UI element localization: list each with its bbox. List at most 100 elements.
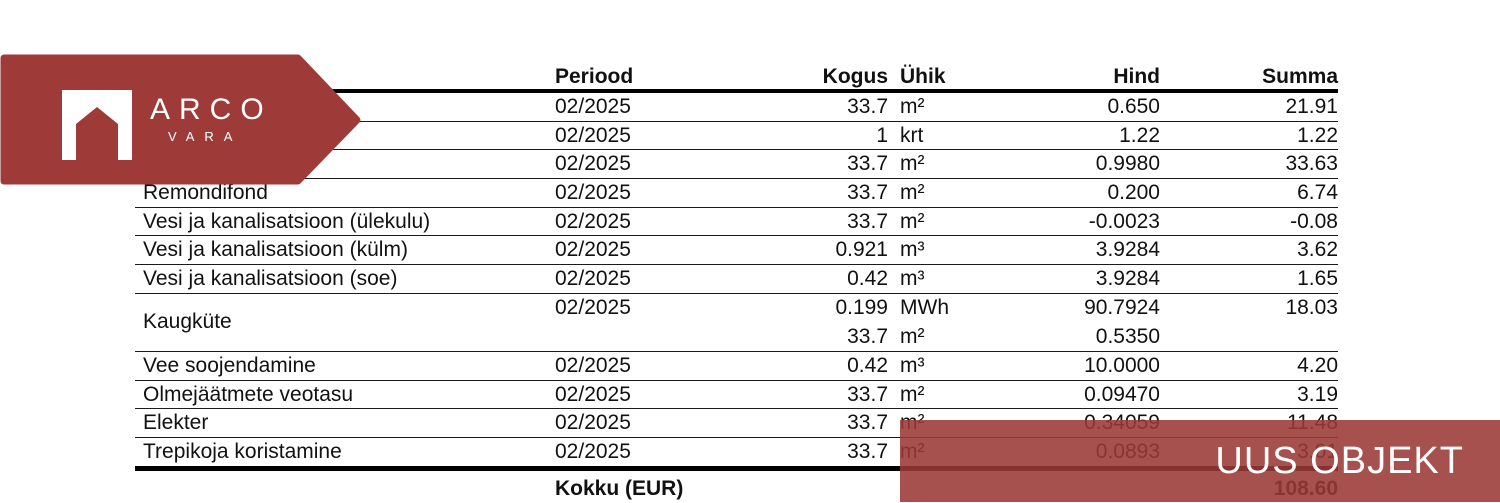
cell-kogus: 33.7 — [847, 411, 888, 435]
row-line: 02/2025 33.7 m² 0.200 6.74 — [515, 179, 1338, 207]
cell-hind: 1.22 — [1119, 123, 1160, 147]
cell-summa: 1.65 — [1297, 266, 1338, 290]
row-line: 02/2025 33.7 m² 0.650 21.91 — [515, 93, 1338, 121]
row-lines: 02/2025 0.921 m³ 3.9284 3.62 — [515, 236, 1338, 264]
cell-kogus: 33.7 — [847, 152, 888, 176]
table-row: 02/2025 1 krt 1.22 1.22 — [135, 122, 1338, 151]
cell-kogus: 1 — [876, 123, 888, 147]
cell-kogus: 33.7 — [847, 324, 888, 348]
footer-spacer — [135, 475, 515, 503]
cell-hind: 10.0000 — [1084, 353, 1160, 377]
cell-yhik: m² — [900, 382, 925, 406]
row-lines: 02/2025 0.199 MWh 90.7924 18.03 33.7 m² 0.5350 — [515, 294, 1338, 351]
row-line: 02/2025 1 krt 1.22 1.22 — [515, 122, 1338, 150]
table-row: 02/2025 33.7 m² 0.650 21.91 — [135, 93, 1338, 122]
brand-name-arco: ARCO — [150, 93, 273, 126]
table-row: Vesi ja kanalisatsioon (ülekulu) 02/2025 3… — [135, 208, 1338, 237]
cell-name: Vesi ja kanalisatsioon (soe) — [143, 266, 398, 290]
table-row: Vesi ja kanalisatsioon (külm) 02/2025 0.92… — [135, 236, 1338, 266]
cell-summa: 1.22 — [1297, 123, 1338, 147]
cell-summa: 3.62 — [1297, 238, 1338, 262]
cell-name: Elekter — [143, 411, 209, 435]
house-icon — [62, 90, 132, 160]
cell-hind: 90.7924 — [1084, 296, 1160, 320]
cell-kogus: 0.42 — [847, 353, 888, 377]
cell-name: Vesi ja kanalisatsioon (külm) — [143, 238, 408, 262]
cell-hind: 3.9284 — [1095, 266, 1160, 290]
cell-hind: 0.09470 — [1084, 382, 1160, 406]
row-line: 02/2025 0.42 m³ 10.0000 4.20 — [515, 352, 1338, 380]
brand-name-vara: VARA — [168, 129, 243, 144]
cell-kogus: 33.7 — [847, 439, 888, 463]
cell-yhik: m² — [900, 180, 925, 204]
cell-yhik: m² — [900, 209, 925, 233]
cell-kogus: 0.42 — [847, 266, 888, 290]
row-line: 02/2025 0.199 MWh 90.7924 18.03 — [515, 294, 1338, 323]
row-lines: 02/2025 33.7 m² 0.650 21.91 — [515, 93, 1338, 121]
cell-periood: 02/2025 — [555, 296, 631, 320]
header-periood: Periood — [555, 64, 634, 88]
total-label: Kokku (EUR) — [555, 476, 684, 500]
cell-periood: 02/2025 — [555, 266, 631, 290]
table-header-row: Periood Kogus Ühik Hind Summa — [135, 64, 1338, 93]
banner-overlay — [900, 420, 1500, 502]
cell-periood: 02/2025 — [555, 439, 631, 463]
row-lines: 02/2025 33.7 m² 0.09470 3.19 — [515, 381, 1338, 409]
cell-kogus: 0.921 — [835, 238, 888, 262]
cell-yhik: m³ — [900, 266, 925, 290]
cell-name: Vee soojendamine — [143, 353, 316, 377]
row-line: 02/2025 33.7 m² 0.9980 33.63 — [515, 150, 1338, 178]
cell-periood: 02/2025 — [555, 94, 631, 118]
row-line: 02/2025 33.7 m² 0.09470 3.19 — [515, 381, 1338, 409]
cell-periood: 02/2025 — [555, 152, 631, 176]
cell-periood: 02/2025 — [555, 238, 631, 262]
cell-yhik: m³ — [900, 353, 925, 377]
row-line: 33.7 m² 0.5350 — [515, 322, 1338, 351]
cell-kogus: 33.7 — [847, 94, 888, 118]
table-row: Olmejäätmete veotasu 02/2025 33.7 m² 0.09470… — [135, 381, 1338, 410]
header-kogus: Kogus — [822, 64, 888, 88]
cell-hind: 0.9980 — [1095, 152, 1160, 176]
cell-summa: 18.03 — [1285, 296, 1338, 320]
cell-hind: 0.200 — [1107, 180, 1160, 204]
arrow-banner-shape — [0, 54, 361, 185]
cell-name: Trepikoja koristamine — [143, 439, 342, 463]
new-object-banner: UUS OBJEKT — [900, 420, 1500, 502]
header-yhik: Ühik — [900, 64, 946, 88]
cell-summa: 33.63 — [1285, 152, 1338, 176]
cell-periood: 02/2025 — [555, 180, 631, 204]
cell-periood: 02/2025 — [555, 382, 631, 406]
brand-logo: ARCO VARA — [0, 0, 380, 200]
cell-periood: 02/2025 — [555, 353, 631, 377]
table-row: 02/2025 33.7 m² 0.9980 33.63 — [135, 150, 1338, 180]
row-lines: 02/2025 33.7 m² -0.0023 -0.08 — [515, 208, 1338, 236]
cell-summa: 4.20 — [1297, 353, 1338, 377]
cell-periood: 02/2025 — [555, 209, 631, 233]
row-lines: 02/2025 0.42 m³ 10.0000 4.20 — [515, 352, 1338, 380]
row-line: 02/2025 0.42 m³ 3.9284 1.65 — [515, 265, 1338, 293]
cell-kogus: 33.7 — [847, 382, 888, 406]
header-summa: Summa — [1262, 64, 1338, 88]
cell-yhik: krt — [900, 123, 924, 147]
row-lines: 02/2025 33.7 m² 0.9980 33.63 — [515, 150, 1338, 178]
table-row: Remondifond 02/2025 33.7 m² 0.200 6.74 — [135, 179, 1338, 208]
cell-hind: 0.650 — [1107, 94, 1160, 118]
cell-summa: 21.91 — [1285, 94, 1338, 118]
cell-summa: 3.19 — [1297, 382, 1338, 406]
cell-yhik: m² — [900, 324, 925, 348]
cell-summa — [1160, 322, 1338, 351]
cell-hind: -0.0023 — [1088, 209, 1160, 233]
cell-periood: 02/2025 — [555, 411, 631, 435]
cell-periood — [515, 322, 710, 351]
cell-kogus: 33.7 — [847, 180, 888, 204]
row-line: 02/2025 0.921 m³ 3.9284 3.62 — [515, 236, 1338, 264]
cell-periood: 02/2025 — [555, 123, 631, 147]
row-lines: 02/2025 0.42 m³ 3.9284 1.65 — [515, 265, 1338, 293]
cell-yhik: m² — [900, 94, 925, 118]
footer-spacer — [710, 475, 888, 503]
cell-yhik: m² — [900, 152, 925, 176]
cell-kogus: 0.199 — [835, 296, 888, 320]
row-lines: 02/2025 1 krt 1.22 1.22 — [515, 122, 1338, 150]
row-lines: 02/2025 33.7 m² 0.200 6.74 — [515, 179, 1338, 207]
